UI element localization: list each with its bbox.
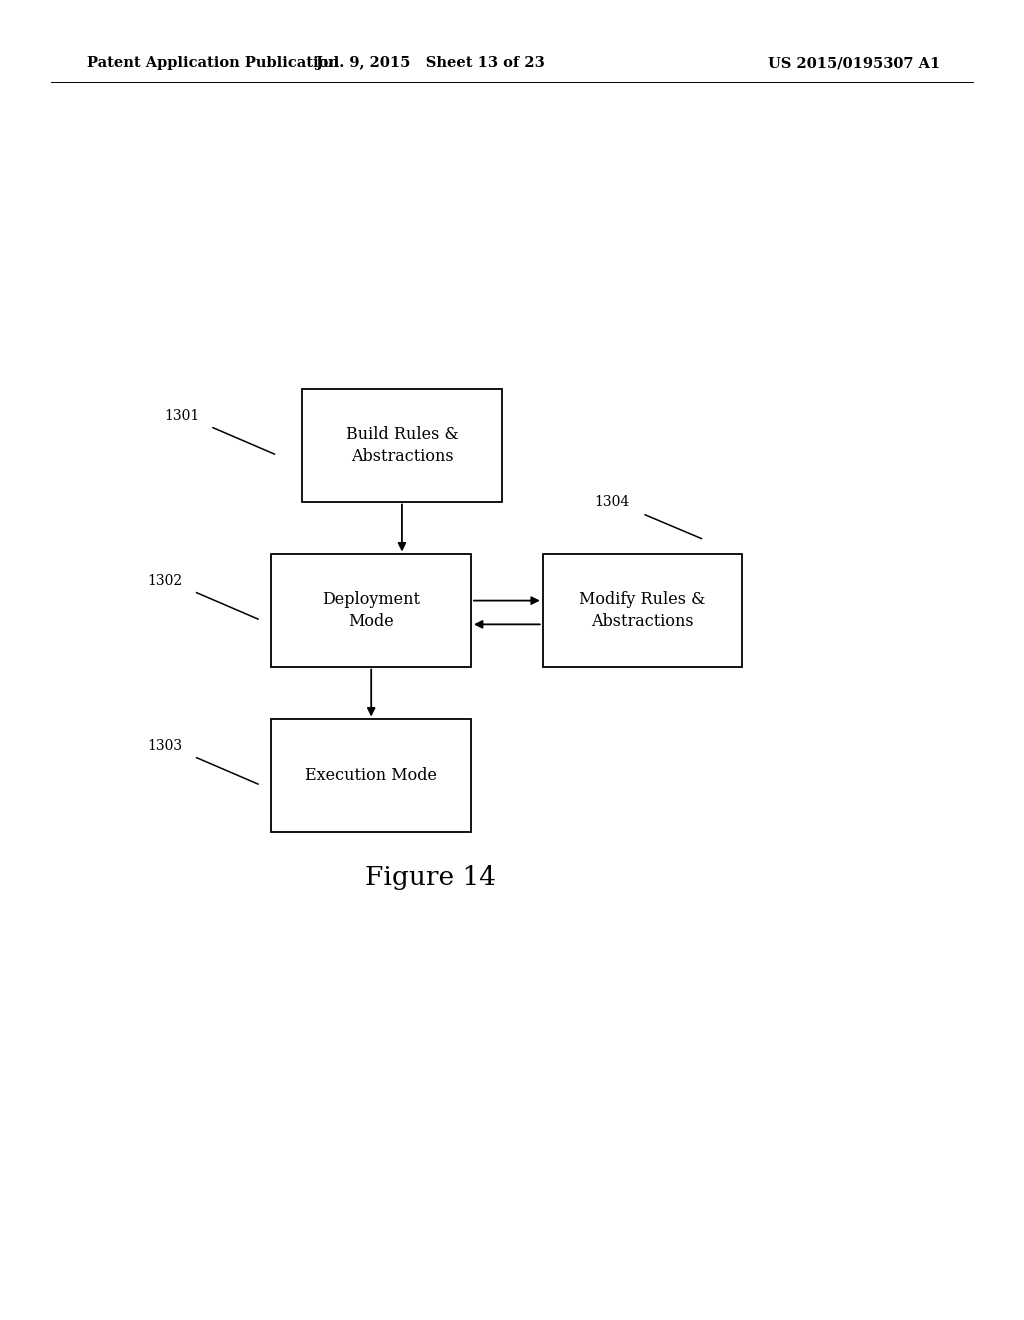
Text: 1301: 1301 <box>165 409 200 422</box>
Text: Jul. 9, 2015   Sheet 13 of 23: Jul. 9, 2015 Sheet 13 of 23 <box>315 57 545 70</box>
Text: Execution Mode: Execution Mode <box>305 767 437 784</box>
Bar <box>271 554 471 667</box>
Text: Figure 14: Figure 14 <box>365 866 496 890</box>
Text: Deployment
Mode: Deployment Mode <box>323 591 420 630</box>
Text: Build Rules &
Abstractions: Build Rules & Abstractions <box>345 426 459 465</box>
Text: 1304: 1304 <box>595 495 630 508</box>
Text: Modify Rules &
Abstractions: Modify Rules & Abstractions <box>580 591 706 630</box>
Text: 1303: 1303 <box>147 739 182 752</box>
Text: US 2015/0195307 A1: US 2015/0195307 A1 <box>768 57 940 70</box>
Bar <box>302 389 502 502</box>
Bar <box>271 719 471 832</box>
Text: Patent Application Publication: Patent Application Publication <box>87 57 339 70</box>
Bar <box>543 554 742 667</box>
Text: 1302: 1302 <box>147 574 182 587</box>
